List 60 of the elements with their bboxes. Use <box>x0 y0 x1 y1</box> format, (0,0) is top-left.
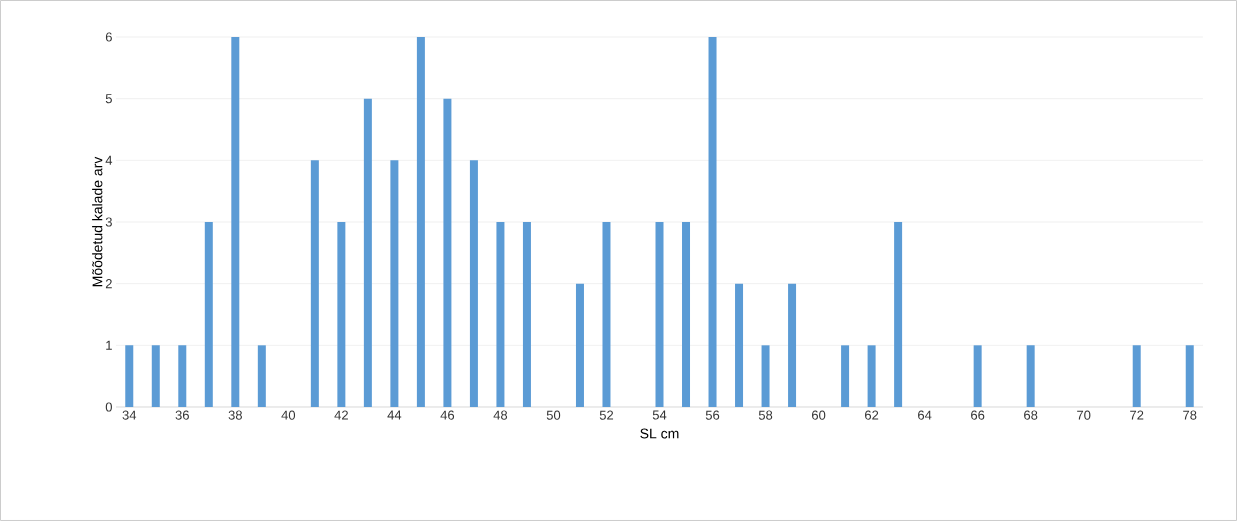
bar <box>1026 345 1035 407</box>
bar <box>390 160 399 407</box>
bar <box>867 345 876 407</box>
y-tick-label: 0 <box>105 402 112 412</box>
bar <box>257 345 266 407</box>
bar <box>682 221 691 407</box>
x-tick-label: 48 <box>493 410 508 420</box>
x-tick-label: 34 <box>122 410 137 420</box>
x-tick-label: 56 <box>705 410 720 420</box>
x-tick-label: 64 <box>918 410 932 420</box>
bar <box>310 160 319 407</box>
bar <box>788 283 797 407</box>
bar <box>363 98 372 407</box>
x-tick-label: 36 <box>175 410 189 420</box>
y-tick-label: 3 <box>105 217 112 227</box>
x-tick-label: 68 <box>1024 410 1038 420</box>
bar <box>1185 345 1194 407</box>
bar <box>204 221 213 407</box>
x-tick-label: 58 <box>758 410 773 420</box>
bar <box>151 345 160 407</box>
x-tick-label: 46 <box>440 410 455 420</box>
bar <box>761 345 770 407</box>
y-tick-label: 5 <box>105 94 112 104</box>
bar <box>973 345 982 407</box>
bar <box>231 37 240 407</box>
x-tick-label: 62 <box>865 410 879 420</box>
bar <box>894 221 903 407</box>
y-tick-label: 4 <box>105 155 113 165</box>
x-tick-label: 78 <box>1183 410 1197 420</box>
x-tick-label: 70 <box>1077 410 1091 420</box>
x-tick-label: 66 <box>971 410 985 420</box>
bar <box>655 221 664 407</box>
bar <box>575 283 584 407</box>
x-tick-label: 72 <box>1130 410 1144 420</box>
x-tick-label: 38 <box>228 410 242 420</box>
bar <box>416 37 425 407</box>
bar <box>1132 345 1141 407</box>
x-tick-label: 54 <box>652 410 667 420</box>
y-tick-label: 1 <box>106 340 112 350</box>
bar <box>522 221 531 407</box>
y-tick-label: 2 <box>105 279 112 289</box>
bar <box>496 221 505 407</box>
bar <box>735 283 744 407</box>
x-tick-label: 50 <box>546 410 561 420</box>
bar <box>337 221 346 407</box>
bar <box>178 345 187 407</box>
y-axis-title: Mõõdetud kalade arv <box>92 156 103 287</box>
x-axis-title: SL cm <box>640 428 679 439</box>
bar <box>469 160 478 407</box>
bar <box>125 345 134 407</box>
bar <box>708 37 717 407</box>
x-tick-label: 40 <box>281 410 296 420</box>
bar <box>841 345 850 407</box>
x-tick-label: 52 <box>599 410 614 420</box>
x-tick-label: 42 <box>334 410 348 420</box>
bar <box>443 98 452 407</box>
x-tick-label: 44 <box>387 410 402 420</box>
x-tick-label: 60 <box>812 410 826 420</box>
y-tick-label: 6 <box>105 32 112 42</box>
bar <box>602 221 611 407</box>
